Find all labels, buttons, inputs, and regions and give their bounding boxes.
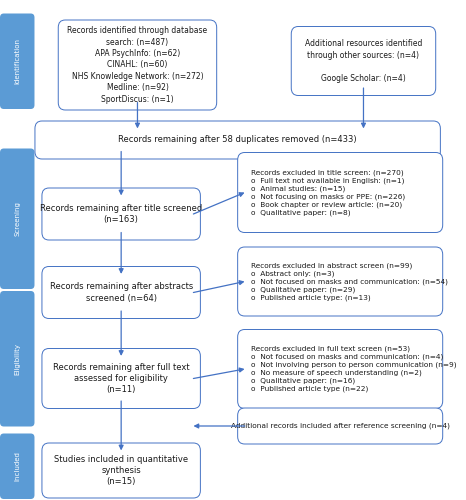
FancyBboxPatch shape xyxy=(0,14,34,109)
Text: Included: Included xyxy=(14,452,20,481)
Text: Studies included in quantitative
synthesis
(n=15): Studies included in quantitative synthes… xyxy=(54,454,188,486)
FancyBboxPatch shape xyxy=(0,434,34,499)
Text: Records excluded in title screen: (n=270)
o  Full text not available in English:: Records excluded in title screen: (n=270… xyxy=(251,169,405,216)
Text: Records remaining after abstracts
screened (n=64): Records remaining after abstracts screen… xyxy=(49,282,193,302)
FancyBboxPatch shape xyxy=(0,148,34,289)
Text: Records remaining after full text
assessed for eligibility
(n=11): Records remaining after full text assess… xyxy=(53,362,190,394)
FancyBboxPatch shape xyxy=(238,408,443,444)
FancyBboxPatch shape xyxy=(291,26,436,96)
FancyBboxPatch shape xyxy=(35,121,440,159)
FancyBboxPatch shape xyxy=(42,266,200,318)
Text: Records excluded in full text screen (n=53)
o  Not focused on masks and communic: Records excluded in full text screen (n=… xyxy=(251,346,457,392)
FancyBboxPatch shape xyxy=(238,152,443,232)
Text: Records remaining after title screened
(n=163): Records remaining after title screened (… xyxy=(40,204,202,224)
Text: Screening: Screening xyxy=(14,202,20,236)
Text: Records identified through database
search: (n=487)
APA PsychInfo: (n=62)
CINAHL: Records identified through database sear… xyxy=(68,26,207,104)
FancyBboxPatch shape xyxy=(0,291,34,426)
FancyBboxPatch shape xyxy=(238,247,443,316)
FancyBboxPatch shape xyxy=(42,188,200,240)
FancyBboxPatch shape xyxy=(58,20,217,110)
Text: Additional records included after reference screening (n=4): Additional records included after refere… xyxy=(231,423,450,429)
Text: Identification: Identification xyxy=(14,38,20,84)
FancyBboxPatch shape xyxy=(238,330,443,408)
Text: Additional resources identified
through other sources: (n=4)

Google Scholar: (n: Additional resources identified through … xyxy=(305,40,422,82)
Text: Records excluded in abstract screen (n=99)
o  Abstract only: (n=3)
o  Not focuse: Records excluded in abstract screen (n=9… xyxy=(251,262,448,300)
Text: Records remaining after 58 duplicates removed (n=433): Records remaining after 58 duplicates re… xyxy=(118,136,357,144)
FancyBboxPatch shape xyxy=(42,348,200,408)
FancyBboxPatch shape xyxy=(42,443,200,498)
Text: Eligibility: Eligibility xyxy=(14,343,20,375)
